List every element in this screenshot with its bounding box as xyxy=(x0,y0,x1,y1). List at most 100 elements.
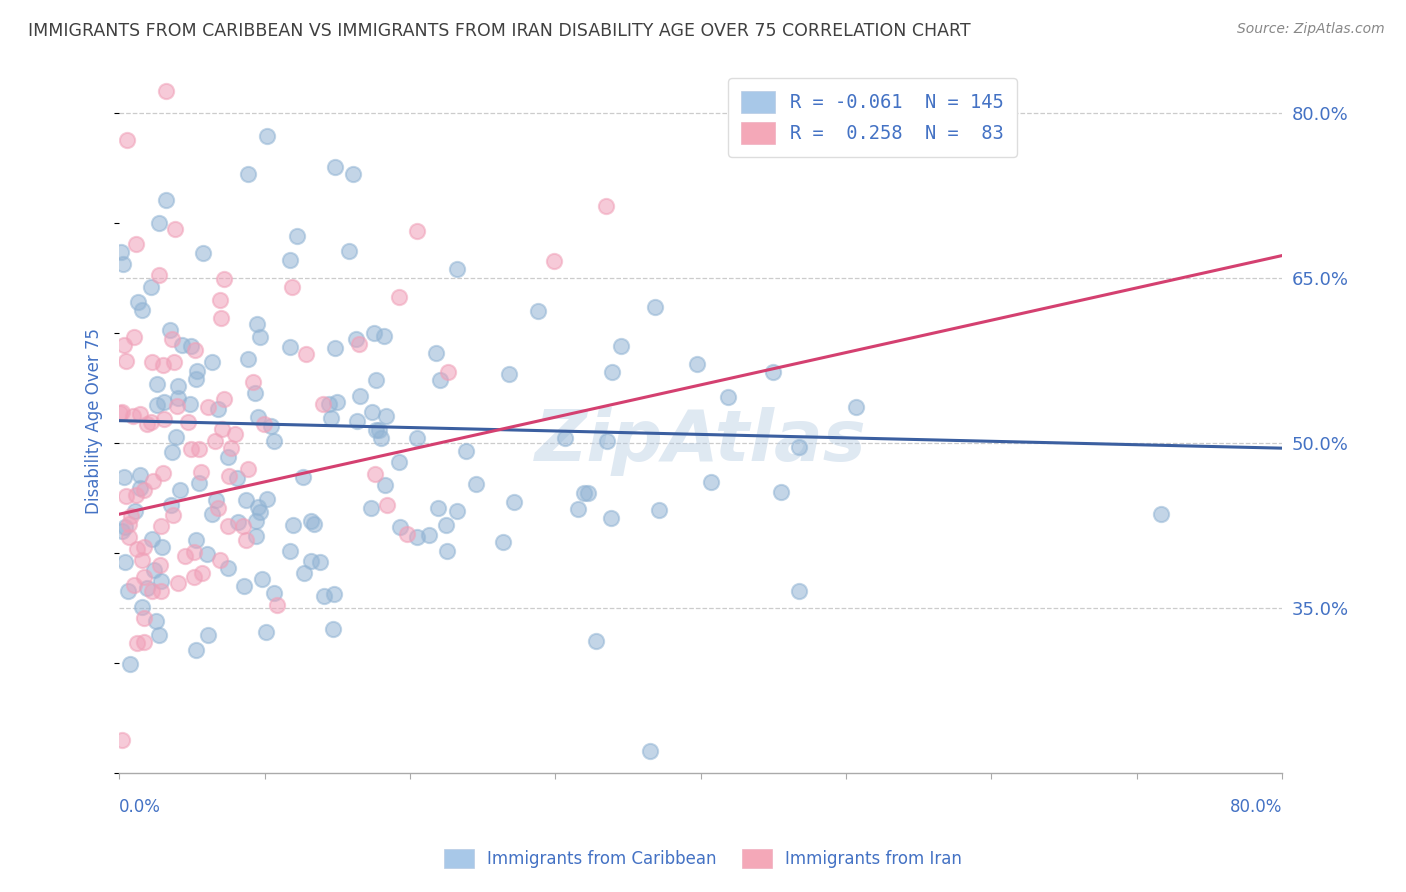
Point xyxy=(162,355,184,369)
Point xyxy=(295,347,318,361)
Point xyxy=(135,581,157,595)
Point xyxy=(686,357,709,371)
Point xyxy=(146,398,169,412)
Point xyxy=(211,422,233,436)
Point xyxy=(191,566,214,580)
Point xyxy=(124,578,146,592)
Point xyxy=(173,549,195,564)
Point xyxy=(111,524,134,538)
Point xyxy=(120,657,142,671)
Point xyxy=(342,167,364,181)
Point xyxy=(446,262,468,277)
Point xyxy=(278,340,301,354)
Point xyxy=(235,492,257,507)
Point xyxy=(263,586,285,600)
Point xyxy=(127,295,149,310)
Point xyxy=(186,364,208,378)
Y-axis label: Disability Age Over 75: Disability Age Over 75 xyxy=(86,327,103,514)
Point xyxy=(312,590,335,604)
Point xyxy=(207,501,229,516)
Point xyxy=(596,434,619,449)
Point xyxy=(434,518,457,533)
Point xyxy=(585,634,607,648)
Point xyxy=(769,484,792,499)
Point xyxy=(148,268,170,283)
Point xyxy=(184,643,207,657)
Point xyxy=(266,598,288,612)
Point xyxy=(247,409,270,424)
Point xyxy=(180,339,202,353)
Point xyxy=(464,476,486,491)
Point xyxy=(236,462,259,476)
Point xyxy=(204,492,226,507)
Text: 80.0%: 80.0% xyxy=(1230,797,1282,815)
Point xyxy=(224,426,246,441)
Point xyxy=(309,555,332,569)
Point xyxy=(648,502,671,516)
Point xyxy=(218,561,240,575)
Point xyxy=(176,415,198,429)
Point xyxy=(124,504,146,518)
Point xyxy=(242,375,264,389)
Point xyxy=(236,351,259,366)
Point xyxy=(122,409,145,423)
Point xyxy=(245,514,267,528)
Text: ZipAtlas: ZipAtlas xyxy=(534,408,866,476)
Point xyxy=(166,400,188,414)
Point xyxy=(285,229,308,244)
Point xyxy=(218,468,240,483)
Point xyxy=(112,470,135,484)
Point xyxy=(337,244,360,258)
Point xyxy=(700,475,723,489)
Point xyxy=(111,733,134,747)
Point xyxy=(160,498,183,512)
Text: Source: ZipAtlas.com: Source: ZipAtlas.com xyxy=(1237,22,1385,37)
Point xyxy=(118,531,141,545)
Point xyxy=(159,323,181,337)
Point xyxy=(426,500,449,515)
Point xyxy=(254,625,277,640)
Point xyxy=(373,329,395,343)
Point xyxy=(139,280,162,294)
Point xyxy=(197,628,219,642)
Point xyxy=(117,584,139,599)
Point xyxy=(226,471,249,485)
Point xyxy=(278,544,301,558)
Point xyxy=(188,442,211,456)
Point xyxy=(129,467,152,482)
Point xyxy=(183,544,205,558)
Point xyxy=(125,237,148,252)
Point xyxy=(118,516,141,531)
Point xyxy=(142,474,165,488)
Point xyxy=(208,553,231,567)
Point xyxy=(120,508,142,523)
Point xyxy=(325,394,347,409)
Point xyxy=(346,414,368,428)
Point xyxy=(363,326,385,340)
Point xyxy=(418,528,440,542)
Point xyxy=(179,396,201,410)
Point xyxy=(139,415,162,429)
Point xyxy=(200,355,222,369)
Point xyxy=(640,744,662,758)
Point xyxy=(761,365,783,379)
Point xyxy=(167,391,190,405)
Point xyxy=(503,494,526,508)
Point xyxy=(429,373,451,387)
Point xyxy=(260,419,283,434)
Point xyxy=(406,224,429,238)
Point xyxy=(169,483,191,497)
Point xyxy=(253,417,276,431)
Point xyxy=(125,488,148,502)
Point xyxy=(165,221,187,235)
Point xyxy=(243,386,266,401)
Point xyxy=(572,486,595,500)
Point xyxy=(360,500,382,515)
Point xyxy=(406,530,429,544)
Point xyxy=(167,576,190,591)
Point xyxy=(302,516,325,531)
Point xyxy=(595,198,617,212)
Legend: Immigrants from Caribbean, Immigrants from Iran: Immigrants from Caribbean, Immigrants fr… xyxy=(437,842,969,875)
Point xyxy=(247,500,270,514)
Point xyxy=(366,373,388,387)
